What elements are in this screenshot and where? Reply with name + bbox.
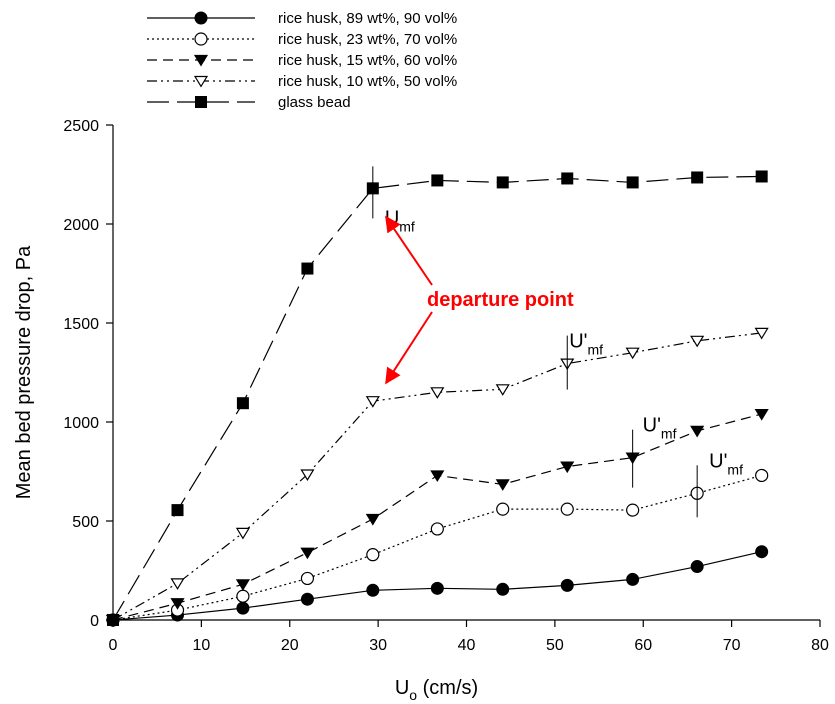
data-point [236,589,250,603]
legend-marker [193,54,209,67]
y-tick-label: 500 [72,514,99,531]
umf-label-rice-husk-15: U'mf [643,415,677,442]
legend-label: rice husk, 10 wt%, 50 vol% [278,73,457,90]
legend: rice husk, 89 wt%, 90 vol% rice husk, 23 … [147,10,457,111]
x-axis-label: Uo (cm/s) [395,677,478,703]
data-point [300,592,314,606]
departure-point-label: departure point [427,289,574,311]
data-point [430,581,444,595]
departure-arrow-up [385,215,433,286]
data-point [626,176,639,189]
y-tick-label: 1000 [63,415,99,432]
axes: 0 10 20 30 40 50 60 70 80 0 500 1000 1500 2000 2500 Uo … [13,118,829,703]
x-tick-label: 50 [546,637,564,654]
y-tick-label: 0 [90,613,99,630]
x-tick-label: 80 [811,637,829,654]
umf-label-rice-husk-10: U'mf [569,331,603,358]
series-line [112,474,762,621]
data-point [560,578,574,592]
legend-marker [195,96,207,108]
legend-entry: rice husk, 89 wt%, 90 vol% [147,10,457,27]
data-point [300,469,315,482]
data-point [690,335,705,348]
data-point [495,384,510,396]
legend-entry: rice husk, 23 wt%, 70 vol% [147,31,457,48]
data-point [560,502,574,516]
data-point [430,522,444,536]
x-tick-label: 40 [458,637,476,654]
data-point [365,513,380,526]
y-tick-label: 2500 [63,118,99,135]
x-tick-label: 70 [723,637,741,654]
data-point [755,468,769,483]
data-point [561,172,574,185]
data-point [171,504,184,517]
data-point [300,571,315,586]
data-point [496,176,509,189]
data-point [495,479,510,491]
legend-label: rice husk, 89 wt%, 90 vol% [278,10,457,27]
data-point [236,601,250,615]
data-point [170,578,185,590]
series-0 [106,545,769,627]
legend-entry: rice husk, 15 wt%, 60 vol% [147,52,457,69]
x-tick-label: 20 [281,637,299,654]
data-point [235,579,250,591]
data-point [754,327,769,340]
legend-label: rice husk, 23 wt%, 70 vol% [278,31,457,48]
data-point [300,547,315,560]
data-point [560,461,575,474]
departure-arrow-down [385,311,433,385]
series-1 [106,468,769,627]
data-point [430,387,445,399]
legend-marker [193,75,209,88]
data-point [626,503,640,517]
legend-marker [194,11,208,25]
y-axis-label: Mean bed pressure drop, Pa [13,245,35,499]
data-point [690,560,704,574]
legend-label: glass bead [278,94,351,111]
x-tick-label: 0 [109,637,118,654]
data-point [690,425,705,438]
y-tick-label: 2000 [63,217,99,234]
x-tick-label: 10 [192,637,210,654]
legend-marker [194,32,208,46]
data-point [431,174,444,187]
x-tick-label: 30 [369,637,387,654]
x-tick-label: 60 [634,637,652,654]
legend-entry: rice husk, 10 wt%, 50 vol% [147,73,457,90]
data-point [754,408,769,421]
legend-label: rice husk, 15 wt%, 60 vol% [278,52,457,69]
data-point [366,583,380,597]
series-2 [105,408,769,627]
data-point [365,396,380,408]
y-tick-label: 1500 [63,316,99,333]
data-point [301,262,314,275]
data-point [170,598,185,610]
data-point [235,527,250,540]
data-point [496,582,510,596]
series-line [112,332,762,621]
data-point [366,548,380,562]
data-point [107,614,119,626]
legend-entry: glass bead [147,94,351,111]
umf-label-rice-husk-23: U'mf [709,450,743,477]
data-point [626,572,640,586]
data-point [236,397,249,410]
series-layer [105,170,769,627]
data-point [430,470,445,483]
series-4 [107,170,768,626]
data-point [755,170,768,183]
data-point [755,545,769,559]
data-point [691,171,704,184]
data-point [625,347,640,360]
data-point [496,502,510,516]
